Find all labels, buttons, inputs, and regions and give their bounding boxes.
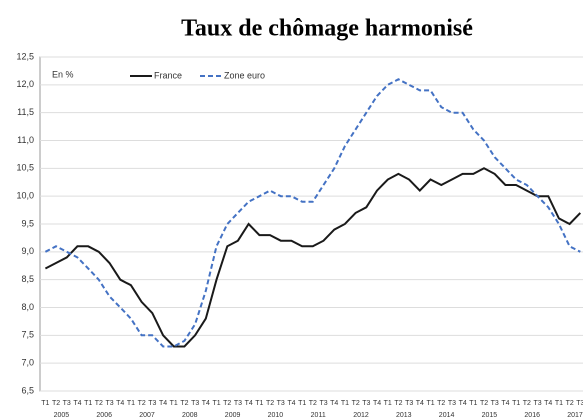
x-tick-label: T2 — [480, 400, 488, 407]
year-label: 2011 — [311, 412, 326, 418]
x-tick-label: T1 — [298, 400, 306, 407]
x-tick-label: T4 — [544, 400, 552, 407]
x-tick-label: T2 — [566, 400, 574, 407]
legend-label: France — [154, 70, 182, 80]
year-label: 2006 — [96, 412, 112, 418]
series-line — [44, 167, 582, 348]
annotation: En % — [52, 69, 74, 79]
year-label: 2008 — [182, 412, 198, 418]
x-tick-label: T2 — [95, 400, 103, 407]
x-tick-label: T4 — [459, 400, 467, 407]
x-tick-label: T3 — [234, 400, 242, 407]
x-tick-label: T3 — [191, 400, 199, 407]
y-tick-label: 12,5 — [16, 51, 34, 61]
year-label: 2010 — [268, 412, 284, 418]
x-tick-label: T1 — [255, 400, 263, 407]
x-tick-label: T1 — [469, 400, 477, 407]
x-tick-label: T2 — [138, 400, 146, 407]
x-tick-label: T4 — [73, 400, 81, 407]
year-label: 2012 — [353, 412, 369, 418]
x-tick-label: T1 — [384, 400, 392, 407]
year-label: 2005 — [54, 412, 70, 418]
year-label: 2017 — [567, 412, 583, 418]
x-tick-label: T3 — [362, 400, 370, 407]
year-label: 2014 — [439, 412, 455, 418]
y-tick-label: 11,5 — [17, 107, 34, 117]
x-tick-label: T2 — [223, 400, 231, 407]
x-tick-label: T2 — [180, 400, 188, 407]
x-tick-label: T4 — [159, 400, 167, 407]
x-tick-label: T4 — [416, 400, 424, 407]
x-tick-label: T4 — [287, 400, 295, 407]
x-tick-label: T3 — [576, 400, 583, 407]
x-tick-label: T4 — [373, 400, 381, 407]
x-tick-label: T1 — [426, 400, 434, 407]
x-tick-label: T2 — [266, 400, 274, 407]
year-label: 2016 — [524, 412, 540, 418]
y-tick-label: 12,0 — [16, 79, 34, 89]
x-tick-label: T3 — [448, 400, 456, 407]
x-tick-label: T3 — [405, 400, 413, 407]
legend-label: Zone euro — [224, 70, 265, 80]
y-tick-label: 10,0 — [16, 191, 34, 201]
y-tick-label: 7,0 — [21, 358, 34, 368]
x-tick-label: T2 — [52, 400, 60, 407]
year-label: 2015 — [482, 412, 498, 418]
x-tick-label: T3 — [277, 400, 285, 407]
y-tick-label: 9,0 — [21, 246, 34, 256]
x-tick-label: T1 — [212, 400, 220, 407]
x-tick-label: T4 — [202, 400, 210, 407]
x-tick-label: T1 — [170, 400, 178, 407]
x-tick-label: T2 — [309, 400, 317, 407]
y-tick-label: 6,5 — [21, 385, 34, 395]
year-label: 2013 — [396, 412, 412, 418]
x-tick-label: T3 — [533, 400, 541, 407]
x-tick-label: T1 — [41, 400, 49, 407]
y-tick-label: 10,5 — [16, 163, 34, 173]
x-tick-label: T3 — [319, 400, 327, 407]
x-tick-label: T1 — [341, 400, 349, 407]
x-tick-label: T4 — [116, 400, 124, 407]
x-tick-label: T2 — [437, 400, 445, 407]
y-tick-label: 11,0 — [17, 135, 34, 145]
year-label: 2009 — [225, 412, 241, 418]
x-tick-label: T4 — [245, 400, 253, 407]
x-tick-label: T2 — [394, 400, 402, 407]
x-tick-label: T1 — [127, 400, 135, 407]
x-tick-label: T1 — [512, 400, 520, 407]
x-tick-label: T2 — [352, 400, 360, 407]
y-tick-label: 9,5 — [21, 218, 34, 228]
chart-title: Taux de chômage harmonisé — [181, 16, 473, 42]
x-tick-label: T1 — [84, 400, 92, 407]
series-line — [44, 78, 581, 348]
y-tick-label: 8,5 — [21, 274, 34, 284]
x-tick-label: T3 — [63, 400, 71, 407]
y-tick-label: 8,0 — [21, 302, 34, 312]
x-tick-label: T3 — [491, 400, 499, 407]
x-tick-label: T3 — [148, 400, 156, 407]
y-tick-label: 7,5 — [21, 330, 34, 340]
x-tick-label: T1 — [555, 400, 563, 407]
x-tick-label: T3 — [105, 400, 113, 407]
x-tick-label: T4 — [330, 400, 338, 407]
year-label: 2007 — [139, 412, 155, 418]
x-tick-label: T2 — [523, 400, 531, 407]
x-tick-label: T4 — [501, 400, 509, 407]
